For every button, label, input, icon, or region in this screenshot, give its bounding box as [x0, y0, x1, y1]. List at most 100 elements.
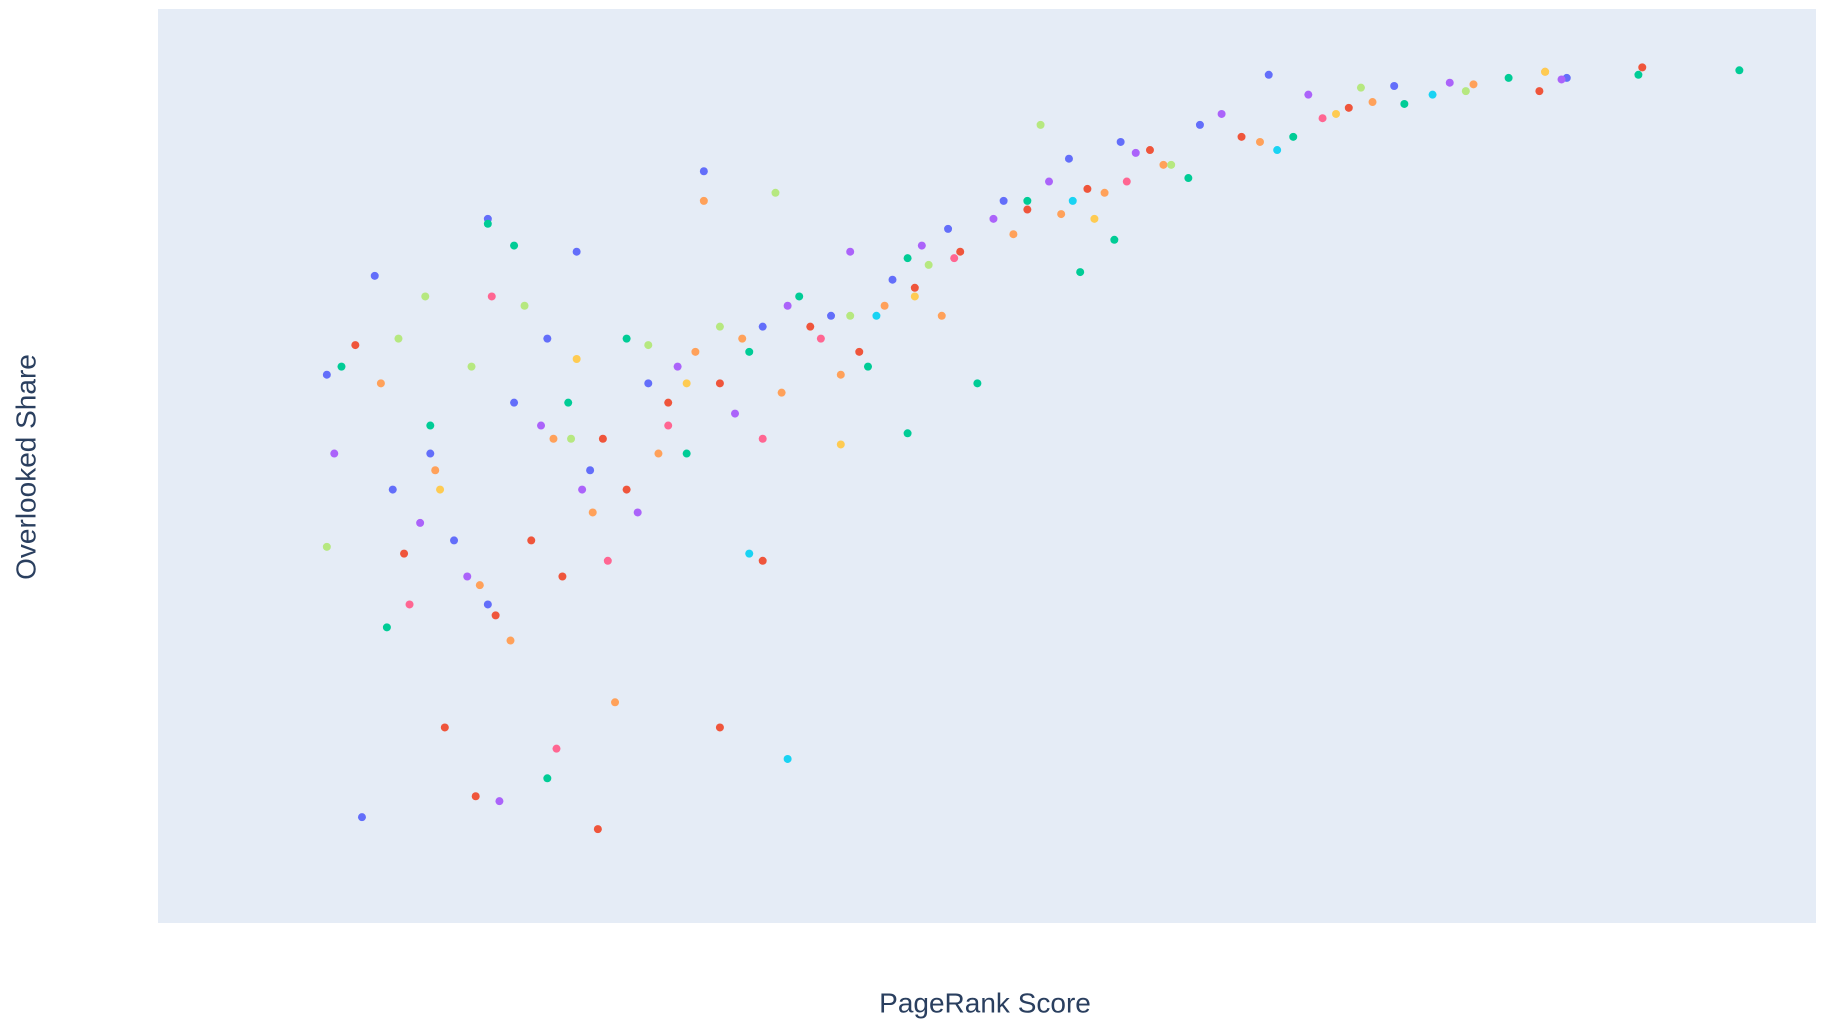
point — [330, 449, 339, 458]
point — [491, 611, 500, 620]
point — [1237, 132, 1246, 141]
point — [1638, 63, 1647, 72]
point — [880, 301, 889, 310]
point — [715, 379, 724, 388]
point — [777, 388, 786, 397]
point — [1504, 73, 1513, 82]
point — [1083, 184, 1092, 193]
point — [771, 188, 780, 197]
point — [483, 600, 492, 609]
point — [1469, 80, 1478, 89]
point — [1057, 210, 1066, 219]
point — [578, 485, 587, 494]
point — [855, 347, 864, 356]
point — [731, 409, 740, 418]
point — [758, 556, 767, 565]
point — [738, 334, 747, 343]
point — [588, 508, 597, 517]
point — [682, 449, 691, 458]
point — [1255, 137, 1264, 146]
point — [431, 466, 440, 475]
point — [394, 334, 403, 343]
point — [1264, 70, 1273, 79]
point — [654, 449, 663, 458]
point — [989, 214, 998, 223]
point — [973, 379, 982, 388]
point — [1009, 230, 1018, 239]
point — [872, 311, 881, 320]
x-axis-title: PageRank Score — [879, 987, 1091, 1018]
point — [1045, 177, 1054, 186]
point — [598, 434, 607, 443]
point — [1036, 120, 1045, 129]
point — [827, 311, 836, 320]
point — [715, 322, 724, 331]
point — [783, 754, 792, 763]
point — [549, 434, 558, 443]
point — [322, 542, 331, 551]
point — [1068, 196, 1077, 205]
point — [691, 347, 700, 356]
point — [806, 322, 815, 331]
point — [1356, 83, 1365, 92]
point — [1131, 148, 1140, 157]
point — [611, 698, 620, 707]
point — [1273, 146, 1282, 155]
point — [510, 241, 519, 250]
point — [483, 219, 492, 228]
point — [1735, 66, 1744, 75]
point — [699, 196, 708, 205]
point — [1428, 90, 1437, 99]
point — [527, 536, 536, 545]
point — [426, 449, 435, 458]
point — [405, 600, 414, 609]
point — [1368, 98, 1377, 107]
point — [471, 792, 480, 801]
point — [863, 362, 872, 371]
point — [682, 379, 691, 388]
point — [1195, 120, 1204, 129]
point — [644, 379, 653, 388]
point — [1100, 188, 1109, 197]
point — [1023, 205, 1032, 214]
point — [495, 797, 504, 806]
point — [1461, 87, 1470, 96]
point — [1289, 132, 1298, 141]
point — [467, 362, 476, 371]
point — [567, 434, 576, 443]
point — [572, 355, 581, 364]
point — [351, 341, 360, 350]
point — [622, 485, 631, 494]
point — [1145, 146, 1154, 155]
point — [673, 362, 682, 371]
point — [1390, 81, 1399, 90]
point — [644, 341, 653, 350]
point — [603, 556, 612, 565]
point — [436, 485, 445, 494]
point — [593, 825, 602, 834]
point — [475, 581, 484, 590]
point — [944, 224, 953, 233]
point — [924, 260, 933, 269]
point — [487, 292, 496, 301]
point — [370, 271, 379, 280]
point — [664, 398, 673, 407]
point — [758, 434, 767, 443]
point — [426, 421, 435, 430]
point — [564, 398, 573, 407]
point — [1090, 214, 1099, 223]
point — [558, 572, 567, 581]
point — [622, 334, 631, 343]
point — [1318, 114, 1327, 123]
point — [440, 723, 449, 732]
point — [783, 301, 792, 310]
point — [745, 549, 754, 558]
point — [1217, 109, 1226, 118]
point — [400, 549, 409, 558]
point — [537, 421, 546, 430]
point — [376, 379, 385, 388]
point — [888, 275, 897, 284]
point — [1400, 99, 1409, 108]
point — [758, 322, 767, 331]
